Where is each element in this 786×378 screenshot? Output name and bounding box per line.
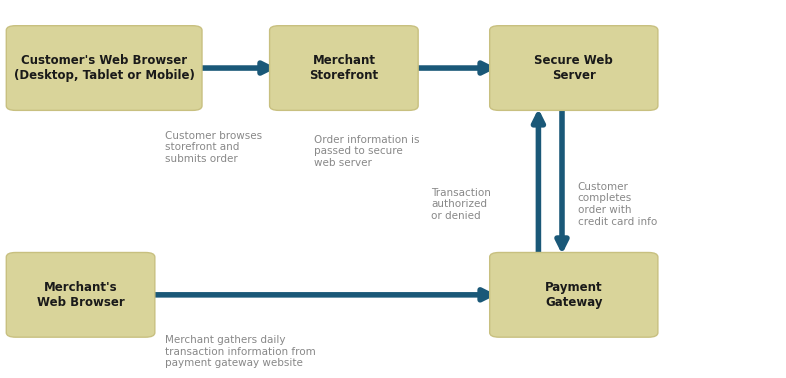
FancyBboxPatch shape [6, 253, 155, 337]
Text: Order information is
passed to secure
web server: Order information is passed to secure we… [314, 135, 420, 168]
FancyBboxPatch shape [490, 26, 658, 110]
Text: Customer's Web Browser
(Desktop, Tablet or Mobile): Customer's Web Browser (Desktop, Tablet … [13, 54, 195, 82]
FancyBboxPatch shape [6, 26, 202, 110]
FancyBboxPatch shape [270, 26, 418, 110]
Text: Payment
Gateway: Payment Gateway [545, 281, 603, 309]
Text: Merchant's
Web Browser: Merchant's Web Browser [37, 281, 124, 309]
Text: Customer
completes
order with
credit card info: Customer completes order with credit car… [578, 182, 657, 226]
Text: Transaction
authorized
or denied: Transaction authorized or denied [432, 187, 491, 221]
FancyBboxPatch shape [490, 253, 658, 337]
Text: Customer browses
storefront and
submits order: Customer browses storefront and submits … [165, 131, 263, 164]
Text: Merchant gathers daily
transaction information from
payment gateway website: Merchant gathers daily transaction infor… [165, 335, 316, 368]
Text: Merchant
Storefront: Merchant Storefront [310, 54, 378, 82]
Text: Secure Web
Server: Secure Web Server [534, 54, 613, 82]
